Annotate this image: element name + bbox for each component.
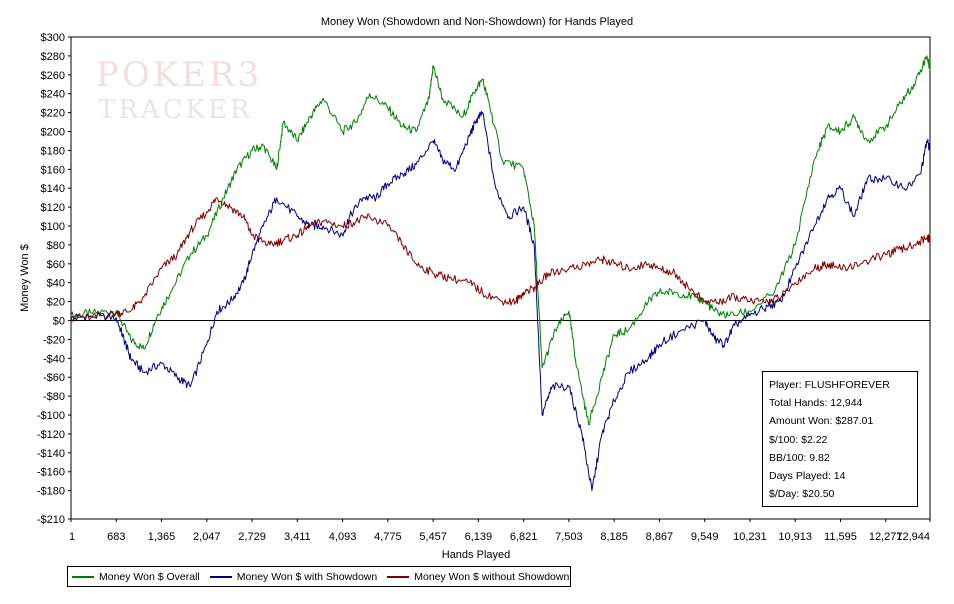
stat-per-100: $/100: $2.22 bbox=[769, 433, 828, 446]
chart-title: Money Won (Showdown and Non-Showdown) fo… bbox=[321, 16, 633, 28]
x-axis-title: Hands Played bbox=[442, 549, 511, 561]
y-tick-label: $120 bbox=[41, 202, 65, 214]
x-tick-label: 683 bbox=[107, 531, 125, 543]
x-tick-label: 6,821 bbox=[510, 531, 538, 543]
y-tick-label: $60 bbox=[47, 259, 65, 271]
y-tick-label: $200 bbox=[41, 127, 65, 139]
y-tick-label: $280 bbox=[41, 51, 65, 63]
y-tick-label: -$180 bbox=[37, 486, 65, 498]
y-tick-label: $160 bbox=[41, 164, 65, 176]
legend-label-non-showdown: Money Won $ without Showdown bbox=[414, 570, 570, 583]
x-tick-label: 10,231 bbox=[733, 531, 767, 543]
stat-amount-won: Amount Won: $287.01 bbox=[769, 415, 874, 428]
y-tick-label: $0 bbox=[53, 316, 65, 328]
x-tick-label: 3,411 bbox=[284, 531, 311, 543]
stat-player: Player: FLUSHFOREVER bbox=[769, 379, 890, 391]
legend-item-non-showdown: Money Won $ without Showdown bbox=[387, 571, 569, 583]
x-tick-label: 7,503 bbox=[555, 531, 583, 543]
legend-swatch-overall bbox=[72, 575, 94, 578]
y-tick-label: -$140 bbox=[37, 448, 65, 460]
y-tick-label: $260 bbox=[41, 70, 65, 82]
x-tick-label: 2,729 bbox=[238, 531, 266, 543]
y-tick-label: -$80 bbox=[43, 391, 65, 403]
x-tick-label: 11,595 bbox=[824, 531, 857, 543]
stat-total-hands: Total Hands: 12,944 bbox=[769, 397, 863, 410]
x-tick-label: 9,549 bbox=[691, 531, 719, 543]
x-tick-label: 10,913 bbox=[778, 531, 812, 543]
y-tick-label: $240 bbox=[41, 89, 65, 101]
x-tick-label: 2,047 bbox=[193, 531, 221, 543]
stat-days-played: Days Played: 14 bbox=[769, 470, 846, 483]
x-tick-label: 5,457 bbox=[419, 531, 447, 543]
y-tick-label: $300 bbox=[41, 32, 65, 44]
stat-per-day: $/Day: $20.50 bbox=[769, 488, 835, 501]
legend-item-showdown: Money Won $ with Showdown bbox=[209, 570, 378, 583]
legend-swatch-non-showdown bbox=[387, 575, 410, 578]
y-tick-label: $180 bbox=[41, 145, 65, 157]
x-tick-label: 6,139 bbox=[465, 531, 493, 543]
y-tick-label: -$210 bbox=[37, 514, 65, 526]
y-tick-label: -$100 bbox=[37, 410, 65, 422]
legend-label-overall: Money Won $ Overall bbox=[99, 570, 200, 583]
y-tick-label: $40 bbox=[47, 278, 65, 290]
y-tick-label: $100 bbox=[41, 221, 65, 233]
y-tick-label: -$120 bbox=[37, 429, 65, 441]
x-tick-label: 8,867 bbox=[646, 531, 674, 543]
y-tick-label: -$60 bbox=[43, 372, 65, 384]
plot-area: $300 $280 $260 $240 $220 $200 $180 $160 $140 $120… bbox=[37, 32, 931, 543]
series-line-overall bbox=[70, 55, 931, 426]
legend-swatch-showdown bbox=[209, 575, 232, 578]
y-tick-label: $80 bbox=[47, 240, 65, 252]
x-tick-label: 8,185 bbox=[600, 531, 628, 543]
x-tick-label: 4,775 bbox=[374, 531, 402, 543]
y-tick-label: -$40 bbox=[43, 353, 65, 365]
x-tick-label: 12,944 bbox=[896, 531, 930, 543]
player-stats-box: Player: FLUSHFOREVER Total Hands: 12,944… bbox=[762, 371, 918, 507]
legend-label-showdown: Money Won $ with Showdown bbox=[236, 570, 378, 583]
series-line-non-showdown bbox=[70, 197, 931, 322]
y-tick-label: $220 bbox=[41, 108, 65, 120]
stat-bb-100: BB/100: 9.82 bbox=[769, 451, 830, 464]
legend: Money Won $ Overall Money Won $ with Sho… bbox=[67, 566, 571, 587]
y-tick-label: -$20 bbox=[43, 334, 65, 346]
y-axis-title: Money Won $ bbox=[19, 244, 31, 312]
x-tick-label: 4,093 bbox=[329, 531, 357, 543]
y-tick-label: $20 bbox=[47, 297, 65, 309]
y-tick-label: $140 bbox=[41, 183, 65, 195]
x-tick-label: 1,365 bbox=[148, 531, 176, 543]
y-tick-label: -$160 bbox=[37, 467, 65, 479]
x-tick-label: 1 bbox=[69, 531, 75, 543]
legend-item-overall: Money Won $ Overall bbox=[72, 571, 200, 583]
x-tick-label: 12,277 bbox=[869, 531, 903, 543]
